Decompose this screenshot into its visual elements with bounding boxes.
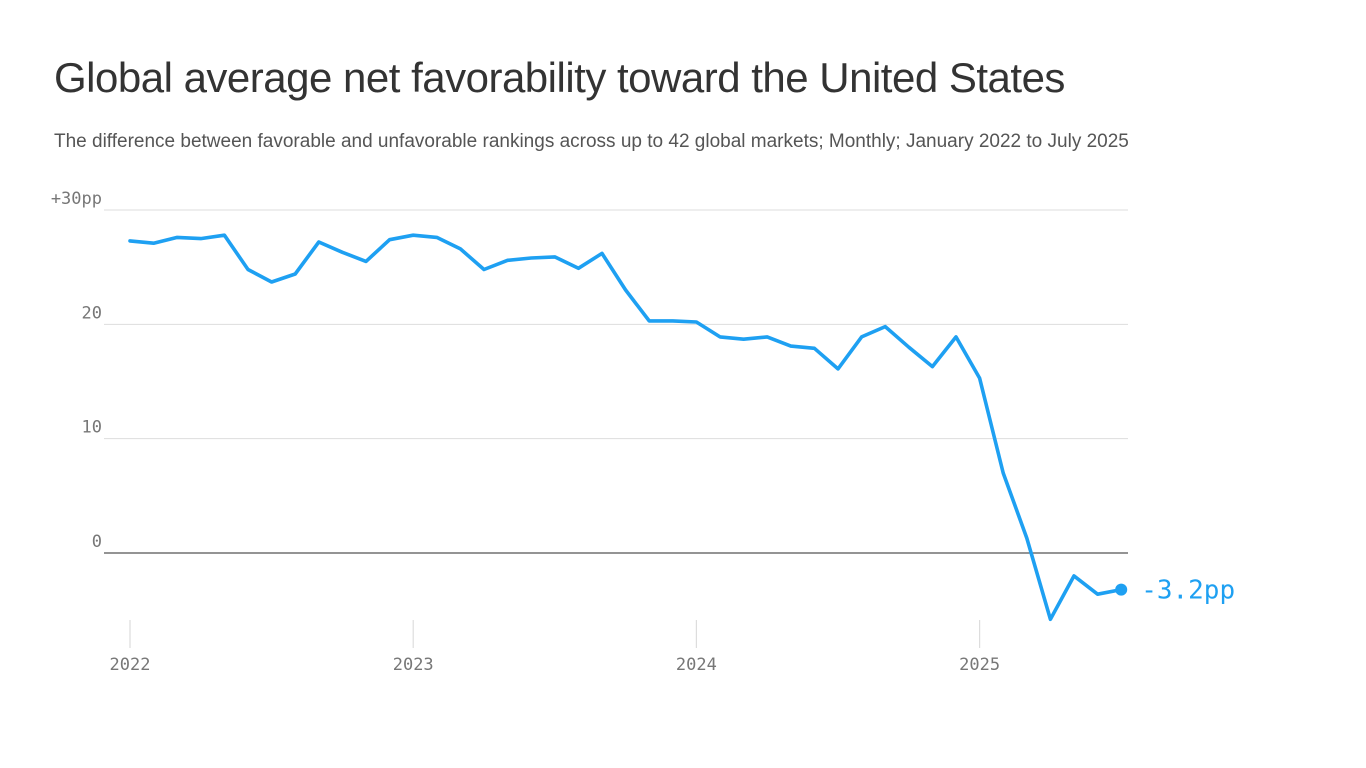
end-value-label: -3.2pp xyxy=(1141,576,1235,606)
chart-title: Global average net favorability toward t… xyxy=(54,54,1065,101)
y-axis-labels: +30pp 20 10 0 xyxy=(51,189,102,552)
x-tick-label: 2024 xyxy=(676,655,717,675)
end-point-marker xyxy=(1115,583,1128,596)
y-tick-label: 20 xyxy=(82,303,102,323)
y-tick-label: +30pp xyxy=(51,189,102,209)
y-tick-label: 10 xyxy=(82,418,102,438)
x-axis: 2022 2023 2024 2025 xyxy=(110,620,1000,675)
x-tick-label: 2022 xyxy=(110,655,151,675)
x-tick-label: 2025 xyxy=(959,655,1000,675)
gridlines xyxy=(104,209,1128,554)
y-tick-label: 0 xyxy=(92,532,102,552)
series-line xyxy=(128,233,1123,622)
series-layer: -3.2pp xyxy=(128,233,1235,622)
x-tick-label: 2023 xyxy=(393,655,434,675)
chart-subtitle: The difference between favorable and unf… xyxy=(54,131,1129,152)
